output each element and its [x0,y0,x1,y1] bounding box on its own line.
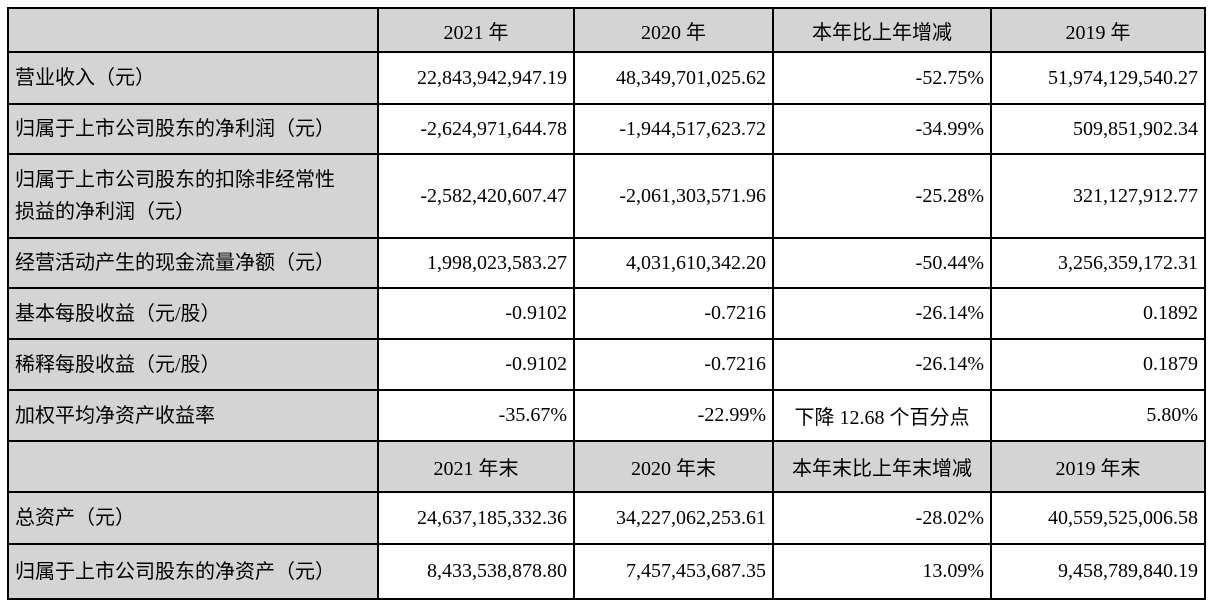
value-2021: -35.67% [377,389,575,442]
col-header-2021-eoy: 2021 年末 [377,440,575,493]
value-2021: 8,433,538,878.80 [377,543,575,600]
value-change: -26.14% [772,287,992,340]
value-change: 下降 12.68 个百分点 [772,389,992,442]
col-header-blank-eoy [7,440,379,493]
row-net-assets: 归属于上市公司股东的净资产（元） 8,433,538,878.80 7,457,… [7,543,1206,600]
col-header-change-eoy: 本年末比上年末增减 [772,440,992,493]
value-change: -26.14% [772,338,992,391]
row-net-profit-deducted: 归属于上市公司股东的扣除非经常性损益的净利润（元） -2,582,420,607… [7,153,1206,239]
value-2020: 34,227,062,253.61 [573,491,774,545]
row-label: 营业收入（元） [7,51,379,105]
col-header-blank [7,7,379,53]
financial-summary-table: 2021 年 2020 年 本年比上年增减 2019 年 营业收入（元） 22,… [7,7,1206,600]
row-weighted-roe: 加权平均净资产收益率 -35.67% -22.99% 下降 12.68 个百分点… [7,389,1206,442]
value-2020: 7,457,453,687.35 [573,543,774,600]
col-header-change: 本年比上年增减 [772,7,992,53]
value-2019: 51,974,129,540.27 [990,51,1206,105]
row-diluted-eps: 稀释每股收益（元/股） -0.9102 -0.7216 -26.14% 0.18… [7,338,1206,391]
col-header-2021: 2021 年 [377,7,575,53]
annual-header-row: 2021 年 2020 年 本年比上年增减 2019 年 [7,7,1206,53]
value-2019: 0.1879 [990,338,1206,391]
value-change: 13.09% [772,543,992,600]
col-header-2019: 2019 年 [990,7,1206,53]
value-change: -34.99% [772,103,992,155]
value-change: -25.28% [772,153,992,239]
value-2021: -2,582,420,607.47 [377,153,575,239]
value-change: -52.75% [772,51,992,105]
row-revenue: 营业收入（元） 22,843,942,947.19 48,349,701,025… [7,51,1206,105]
value-change: -50.44% [772,237,992,289]
value-2020: -0.7216 [573,338,774,391]
value-2021: 22,843,942,947.19 [377,51,575,105]
value-2019: 0.1892 [990,287,1206,340]
value-2021: -2,624,971,644.78 [377,103,575,155]
value-2021: 24,637,185,332.36 [377,491,575,545]
value-2019: 509,851,902.34 [990,103,1206,155]
col-header-2020: 2020 年 [573,7,774,53]
row-net-profit: 归属于上市公司股东的净利润（元） -2,624,971,644.78 -1,94… [7,103,1206,155]
value-2020: 4,031,610,342.20 [573,237,774,289]
col-header-2019-eoy: 2019 年末 [990,440,1206,493]
value-2019: 321,127,912.77 [990,153,1206,239]
value-2020: -1,944,517,623.72 [573,103,774,155]
value-2020: -0.7216 [573,287,774,340]
value-2019: 3,256,359,172.31 [990,237,1206,289]
value-2020: 48,349,701,025.62 [573,51,774,105]
value-change: -28.02% [772,491,992,545]
row-label: 稀释每股收益（元/股） [7,338,379,391]
row-label: 加权平均净资产收益率 [7,389,379,442]
row-label: 归属于上市公司股东的净利润（元） [7,103,379,155]
value-2021: -0.9102 [377,338,575,391]
value-2019: 40,559,525,006.58 [990,491,1206,545]
row-label: 基本每股收益（元/股） [7,287,379,340]
value-2019: 9,458,789,840.19 [990,543,1206,600]
row-label: 归属于上市公司股东的净资产（元） [7,543,379,600]
row-label: 归属于上市公司股东的扣除非经常性损益的净利润（元） [7,153,379,239]
row-total-assets: 总资产（元） 24,637,185,332.36 34,227,062,253.… [7,491,1206,545]
eoy-header-row: 2021 年末 2020 年末 本年末比上年末增减 2019 年末 [7,440,1206,493]
value-2019: 5.80% [990,389,1206,442]
col-header-2020-eoy: 2020 年末 [573,440,774,493]
value-2021: -0.9102 [377,287,575,340]
row-operating-cash-flow: 经营活动产生的现金流量净额（元） 1,998,023,583.27 4,031,… [7,237,1206,289]
row-label: 经营活动产生的现金流量净额（元） [7,237,379,289]
row-label: 总资产（元） [7,491,379,545]
value-2020: -22.99% [573,389,774,442]
row-basic-eps: 基本每股收益（元/股） -0.9102 -0.7216 -26.14% 0.18… [7,287,1206,340]
value-2021: 1,998,023,583.27 [377,237,575,289]
value-2020: -2,061,303,571.96 [573,153,774,239]
